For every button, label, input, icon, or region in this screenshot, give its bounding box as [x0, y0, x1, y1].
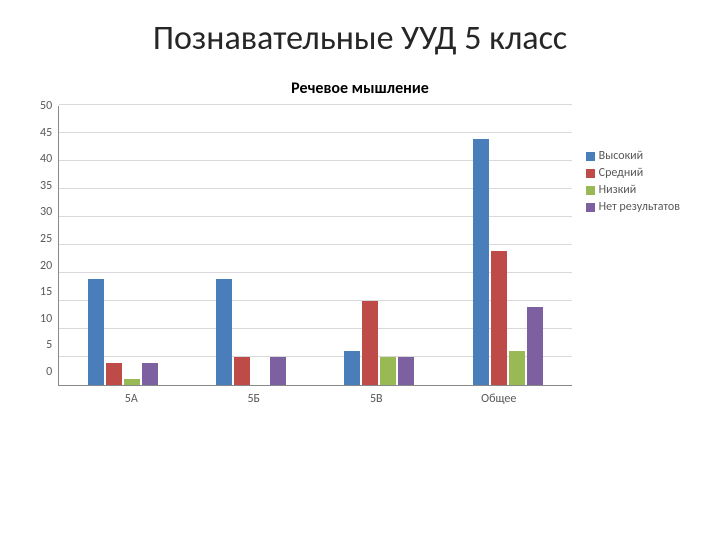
legend-label: Низкий [599, 183, 637, 197]
x-axis: 5А5Б5ВОбщее [40, 386, 680, 406]
slide-title: Познавательные УУД 5 класс [0, 0, 720, 69]
x-tick-label: 5А [70, 386, 193, 406]
chart-title: Речевое мышление [40, 79, 680, 98]
legend-label: Высокий [599, 149, 643, 163]
bar [270, 357, 286, 385]
bar-group [59, 106, 187, 385]
y-tick-label: 50 [40, 99, 52, 113]
bar [380, 357, 396, 385]
bar [106, 363, 122, 385]
bar [124, 379, 140, 385]
y-tick-label: 10 [40, 312, 52, 326]
legend-label: Средний [599, 166, 644, 180]
y-tick-label: 15 [40, 285, 52, 299]
bar-groups [59, 106, 572, 385]
bar [142, 363, 158, 385]
legend-label: Нет результатов [599, 200, 680, 214]
legend-swatch [586, 203, 595, 212]
legend-swatch [586, 152, 595, 161]
x-tick-label: 5В [315, 386, 438, 406]
bar [234, 357, 250, 385]
bar [473, 139, 489, 385]
bar [216, 279, 232, 385]
legend-item: Нет результатов [586, 200, 680, 214]
chart: Речевое мышление 50454035302520151050 Вы… [40, 79, 680, 406]
bar [398, 357, 414, 385]
legend-item: Средний [586, 166, 680, 180]
grid-line [59, 104, 572, 105]
legend-swatch [586, 186, 595, 195]
bar [344, 351, 360, 385]
y-tick-label: 25 [40, 232, 52, 246]
bar [509, 351, 525, 385]
y-axis: 50454035302520151050 [40, 99, 58, 379]
y-tick-label: 45 [40, 126, 52, 140]
y-tick-label: 20 [40, 259, 52, 273]
y-tick-label: 5 [46, 338, 52, 352]
bar [362, 301, 378, 385]
legend-item: Высокий [586, 149, 680, 163]
legend-item: Низкий [586, 183, 680, 197]
y-tick-label: 40 [40, 152, 52, 166]
plot-area [58, 106, 572, 386]
bar-group [187, 106, 315, 385]
legend: Высокий Средний Низкий Нет результатов [586, 106, 680, 217]
y-tick-label: 0 [46, 365, 52, 379]
x-tick-label: 5Б [193, 386, 316, 406]
y-tick-label: 35 [40, 179, 52, 193]
x-tick-label: Общее [438, 386, 561, 406]
y-tick-label: 30 [40, 205, 52, 219]
bar [491, 251, 507, 385]
bar [527, 307, 543, 385]
bar [88, 279, 104, 385]
bar-group [444, 106, 572, 385]
legend-swatch [586, 169, 595, 178]
bar-group [315, 106, 443, 385]
